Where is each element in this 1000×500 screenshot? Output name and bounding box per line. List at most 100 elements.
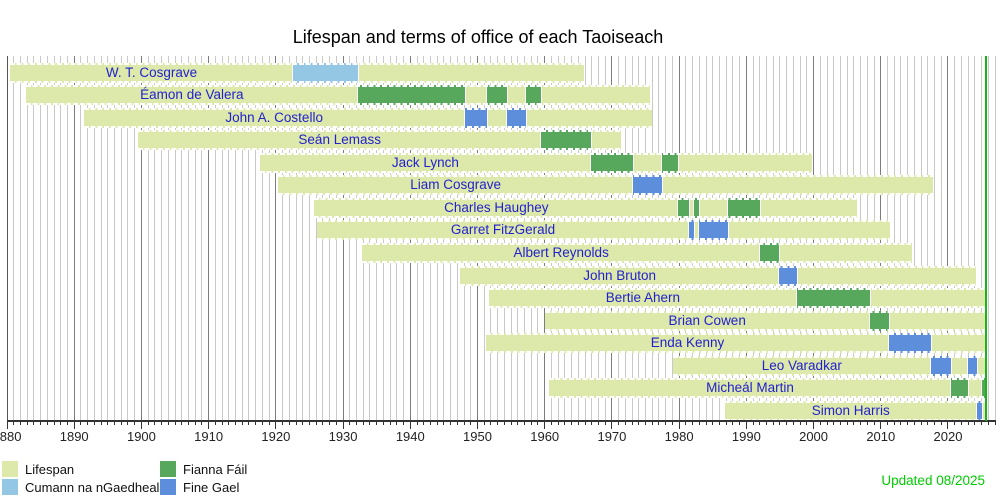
axis-tick bbox=[60, 421, 62, 425]
axis-tick bbox=[745, 421, 747, 429]
bar-bottom-dash-border bbox=[488, 306, 987, 309]
axis-tick bbox=[550, 421, 552, 425]
decade-label: 1950 bbox=[463, 429, 492, 444]
person-name-label: Brian Cowen bbox=[668, 312, 746, 328]
legend-label: Cumann na nGaedheal bbox=[25, 479, 160, 495]
axis-tick bbox=[705, 421, 707, 425]
term-segment bbox=[759, 243, 781, 263]
lifespan-bar bbox=[548, 378, 988, 399]
axis-tick bbox=[443, 421, 445, 425]
axis-tick bbox=[302, 421, 304, 425]
axis-tick bbox=[228, 421, 230, 425]
axis-tick bbox=[638, 421, 640, 425]
bar-top-dash-border bbox=[9, 62, 585, 65]
year-grid-line bbox=[994, 56, 996, 421]
axis-tick bbox=[759, 421, 761, 425]
legend-label: Fine Gael bbox=[183, 479, 240, 495]
bar-top-dash-border bbox=[277, 175, 934, 178]
legend-swatch bbox=[160, 461, 176, 477]
axis-tick bbox=[658, 421, 660, 425]
person-name-label: Simon Harris bbox=[811, 402, 890, 418]
axis-tick bbox=[396, 421, 398, 425]
person-name-label: Leo Varadkar bbox=[761, 357, 842, 373]
axis-tick bbox=[678, 421, 680, 429]
axis-tick bbox=[671, 421, 673, 425]
axis-tick bbox=[13, 421, 15, 425]
axis-tick bbox=[530, 421, 532, 425]
year-grid-line bbox=[221, 56, 223, 421]
lifespan-bar bbox=[138, 130, 622, 151]
axis-tick bbox=[645, 421, 647, 425]
axis-tick bbox=[665, 421, 667, 425]
bar-bottom-dash-border bbox=[316, 238, 891, 241]
axis-tick bbox=[524, 421, 526, 425]
axis-tick bbox=[994, 421, 996, 425]
bar-bottom-dash-border bbox=[25, 103, 651, 106]
year-grid-line bbox=[114, 56, 116, 421]
axis-tick bbox=[127, 421, 129, 425]
decade-label: 1890 bbox=[59, 429, 89, 444]
axis-tick bbox=[860, 421, 862, 425]
year-grid-line bbox=[19, 56, 21, 421]
lifespan-bar bbox=[9, 62, 585, 83]
term-segment bbox=[632, 175, 664, 196]
axis-tick bbox=[369, 421, 371, 425]
term-segment bbox=[692, 197, 700, 218]
lifespan-bar bbox=[25, 85, 651, 106]
term-segment bbox=[688, 220, 695, 241]
axis-tick bbox=[920, 421, 922, 425]
axis-tick bbox=[927, 421, 929, 425]
axis-tick bbox=[174, 421, 176, 425]
axis-tick bbox=[772, 421, 774, 425]
axis-tick bbox=[913, 421, 915, 425]
bar-top-dash-border bbox=[486, 333, 987, 336]
lifespan-bar bbox=[259, 152, 813, 173]
year-grid-line bbox=[288, 56, 290, 421]
lifespan-bar bbox=[672, 355, 987, 376]
axis-tick bbox=[167, 421, 169, 425]
axis-tick bbox=[282, 421, 284, 425]
axis-tick bbox=[87, 421, 89, 425]
axis-tick bbox=[833, 421, 835, 425]
bar-top-dash-border bbox=[548, 378, 987, 381]
year-grid-line bbox=[107, 56, 109, 421]
axis-tick bbox=[450, 421, 452, 425]
legend-swatch bbox=[160, 479, 176, 495]
decade-label: 2000 bbox=[799, 429, 829, 444]
axis-tick bbox=[463, 421, 465, 425]
year-grid-line bbox=[900, 56, 902, 421]
year-grid-line bbox=[228, 56, 230, 421]
year-grid-line bbox=[214, 56, 216, 421]
axis-tick bbox=[221, 421, 223, 425]
axis-tick bbox=[261, 421, 263, 425]
bar-bottom-dash-border bbox=[138, 148, 622, 151]
axis-tick bbox=[604, 421, 606, 425]
axis-tick bbox=[597, 421, 599, 425]
axis-tick bbox=[376, 421, 378, 425]
year-grid-line bbox=[13, 56, 15, 421]
bar-bottom-dash-border bbox=[486, 351, 987, 354]
axis-tick bbox=[954, 421, 956, 425]
person-name-label: John A. Costello bbox=[225, 109, 323, 125]
bar-bottom-dash-border bbox=[83, 125, 653, 128]
year-grid-line bbox=[960, 56, 962, 421]
year-grid-line bbox=[93, 56, 95, 421]
axis-tick bbox=[194, 421, 196, 425]
axis-tick bbox=[53, 421, 55, 425]
axis-tick bbox=[349, 421, 351, 425]
year-grid-line bbox=[308, 56, 310, 421]
axis-tick bbox=[698, 421, 700, 425]
axis-tick bbox=[967, 421, 969, 425]
axis-tick bbox=[651, 421, 653, 425]
person-name-label: Charles Haughey bbox=[444, 199, 549, 215]
axis-tick bbox=[510, 421, 512, 425]
decade-label: 1960 bbox=[530, 429, 560, 444]
axis-tick bbox=[718, 421, 720, 425]
axis-tick bbox=[893, 421, 895, 425]
term-segment bbox=[485, 85, 509, 106]
lifespan-bar bbox=[83, 107, 653, 128]
axis-tick bbox=[335, 421, 337, 425]
axis-tick bbox=[907, 421, 909, 425]
term-segment bbox=[590, 152, 635, 173]
axis-tick bbox=[100, 421, 102, 425]
